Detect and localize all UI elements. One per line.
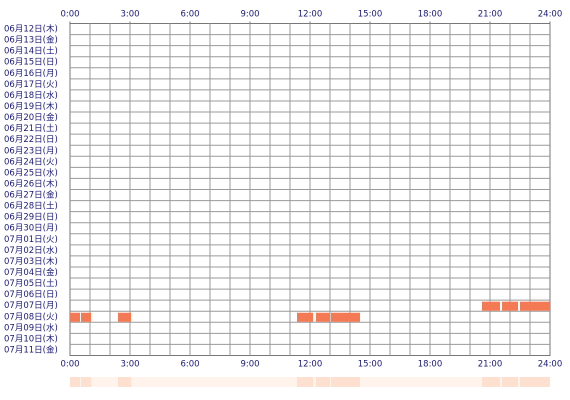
y-tick-label: 07月02日(水) (4, 245, 58, 256)
summary-block (502, 377, 518, 387)
x-tick-label: 21:00 (478, 360, 503, 370)
summary-block (81, 377, 91, 387)
x-tick-label: 15:00 (358, 10, 383, 20)
y-tick-label: 06月23日(月) (4, 146, 58, 156)
activity-block (520, 301, 550, 311)
y-tick-label: 06月18日(水) (4, 90, 58, 101)
y-tick-label: 07月06日(日) (4, 290, 58, 300)
x-tick-label: 0:00 (60, 10, 79, 20)
y-tick-label: 06月29日(日) (4, 213, 58, 223)
x-tick-label: 6:00 (180, 10, 199, 20)
x-tick-label: 9:00 (240, 10, 259, 20)
y-tick-label: 07月01日(火) (4, 235, 58, 245)
y-tick-label: 07月07日(月) (4, 301, 58, 311)
x-tick-label: 0:00 (60, 360, 79, 370)
y-tick-label: 06月16日(月) (4, 69, 58, 79)
y-tick-label: 07月04日(金) (4, 267, 58, 278)
y-tick-label: 07月11日(金) (4, 344, 58, 355)
summary-block (482, 377, 500, 387)
activity-block (297, 312, 313, 322)
y-tick-label: 06月15日(日) (4, 58, 58, 68)
x-tick-label: 21:00 (478, 10, 503, 20)
y-tick-label: 07月10日(木) (4, 333, 58, 344)
x-tick-label: 24:00 (538, 10, 563, 20)
summary-block (118, 377, 131, 387)
activity-block (502, 301, 518, 311)
y-tick-label: 06月24日(火) (4, 157, 58, 167)
y-tick-label: 06月22日(日) (4, 135, 58, 145)
activity-block (118, 312, 131, 322)
activity-block (81, 312, 91, 322)
y-tick-label: 06月13日(金) (4, 35, 58, 46)
activity-block (331, 312, 360, 322)
x-tick-label: 12:00 (298, 10, 323, 20)
y-tick-label: 07月08日(火) (4, 312, 58, 322)
activity-block (482, 301, 500, 311)
x-tick-label: 3:00 (120, 10, 139, 20)
y-tick-label: 06月26日(木) (4, 178, 58, 189)
y-tick-label: 06月30日(月) (4, 224, 58, 234)
x-tick-label: 18:00 (418, 360, 443, 370)
summary-block (331, 377, 360, 387)
y-tick-label: 06月19日(木) (4, 101, 58, 112)
x-tick-label: 12:00 (298, 360, 323, 370)
y-tick-label: 06月20日(金) (4, 112, 58, 123)
x-tick-label: 3:00 (120, 360, 139, 370)
y-tick-label: 06月25日(水) (4, 167, 58, 178)
y-tick-label: 06月27日(金) (4, 190, 58, 201)
y-tick-label: 07月05日(土) (4, 278, 58, 289)
activity-block (316, 312, 330, 322)
y-tick-label: 06月14日(土) (4, 46, 58, 57)
x-tick-label: 15:00 (358, 360, 383, 370)
x-tick-label: 24:00 (538, 360, 563, 370)
summary-block (297, 377, 313, 387)
y-tick-label: 06月17日(火) (4, 80, 58, 90)
y-tick-label: 07月03日(木) (4, 256, 58, 267)
x-tick-label: 6:00 (180, 360, 199, 370)
y-tick-label: 06月21日(土) (4, 123, 58, 134)
y-tick-label: 06月12日(木) (4, 24, 58, 35)
x-tick-label: 18:00 (418, 10, 443, 20)
x-tick-label: 9:00 (240, 360, 259, 370)
summary-block (316, 377, 330, 387)
activity-block (70, 312, 80, 322)
summary-block (520, 377, 550, 387)
y-tick-label: 07月09日(水) (4, 322, 58, 333)
summary-block (70, 377, 80, 387)
y-tick-label: 06月28日(土) (4, 201, 58, 212)
